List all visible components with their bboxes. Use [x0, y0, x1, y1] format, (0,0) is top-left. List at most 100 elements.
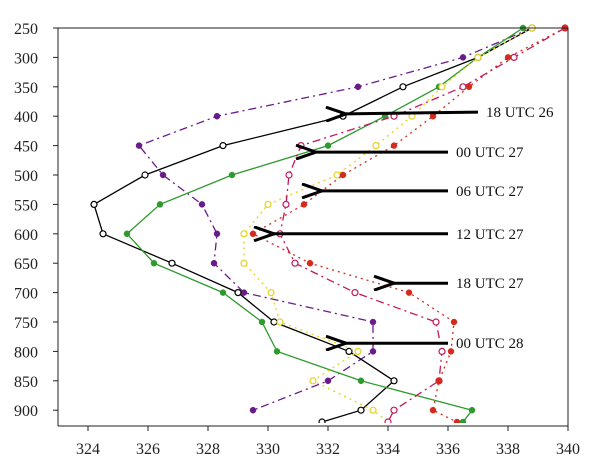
annotation-label-1: 00 UTC 27 — [456, 145, 524, 161]
data-point-3-12 — [309, 377, 317, 385]
data-point-2-5 — [228, 171, 236, 179]
y-tick-label-0: 250 — [14, 21, 38, 38]
x-tick-label-5: 334 — [376, 441, 400, 458]
data-point-0-1 — [459, 54, 467, 61]
annotation-layer: 18 UTC 26 00 UTC 27 06 UTC 27 12 UTC 27 18 U… — [274, 105, 554, 352]
x-tick-label-8: 340 — [556, 441, 580, 458]
data-point-2-11 — [273, 348, 281, 355]
data-point-2-13 — [468, 406, 476, 414]
data-point-4-8 — [291, 259, 299, 267]
annotation-5: 00 UTC 28 — [346, 336, 524, 352]
data-point-1-13 — [357, 406, 365, 414]
x-tick-label-6: 336 — [436, 441, 460, 458]
x-tick-label-0: 324 — [76, 441, 100, 458]
data-point-0-7 — [213, 230, 221, 238]
data-point-4-5 — [285, 171, 293, 179]
data-point-0-8 — [210, 259, 218, 267]
data-point-5-6 — [300, 201, 308, 208]
y-tick-label-9: 700 — [14, 286, 38, 303]
data-point-1-6 — [90, 200, 98, 208]
series-line-4 — [279, 27, 566, 423]
y-tick-label-2: 350 — [14, 80, 38, 97]
data-point-4-9 — [351, 289, 359, 297]
data-point-5-8 — [306, 259, 314, 267]
annotation-1: 00 UTC 27 — [316, 145, 524, 161]
data-point-3-2 — [438, 83, 446, 91]
data-point-1-12 — [390, 377, 398, 385]
data-point-1-9 — [234, 289, 242, 297]
data-point-5-11 — [447, 348, 455, 355]
y-tick-label-13: 900 — [14, 403, 38, 420]
data-point-4-1 — [510, 53, 518, 62]
data-point-5-13 — [429, 406, 437, 414]
data-point-0-13 — [249, 406, 257, 414]
data-point-5-10 — [450, 318, 458, 326]
data-point-5-12 — [435, 377, 443, 385]
annotation-label-4: 18 UTC 27 — [456, 276, 524, 292]
y-tick-label-10: 750 — [14, 315, 38, 332]
data-point-0-6 — [198, 201, 206, 208]
data-point-1-7 — [99, 230, 107, 238]
data-point-2-4 — [324, 142, 332, 149]
series-line-5 — [251, 27, 566, 423]
series-layer — [90, 24, 569, 426]
x-tick-label-4: 332 — [316, 441, 340, 458]
y-tick-label-6: 550 — [14, 197, 38, 214]
y-tick-label-4: 450 — [14, 139, 38, 156]
data-point-0-2 — [354, 83, 362, 91]
annotation-label-0: 18 UTC 26 — [486, 105, 554, 121]
data-point-4-6 — [282, 200, 290, 208]
series-line-0 — [137, 27, 533, 411]
data-point-3-9 — [267, 289, 275, 297]
data-point-2-10 — [258, 318, 266, 326]
data-point-3-11 — [354, 347, 362, 355]
data-point-4-2 — [459, 83, 467, 91]
data-point-3-13 — [369, 406, 377, 414]
annotation-0: 18 UTC 26 — [346, 105, 554, 121]
data-point-0-10 — [369, 318, 377, 326]
data-point-1-2 — [399, 83, 407, 91]
data-point-4-13 — [390, 406, 398, 414]
annotation-2: 06 UTC 27 — [322, 184, 524, 200]
data-point-1-10 — [270, 318, 278, 326]
x-tick-label-3: 330 — [256, 441, 280, 458]
y-tick-label-1: 300 — [14, 50, 38, 67]
axis-layer: 250 300 350 400 450 500 550 600 650 700 750 800 850 9… — [0, 21, 600, 470]
x-tick-label-2: 328 — [196, 441, 220, 458]
x-tick-label-1: 326 — [136, 441, 160, 458]
data-point-5-4 — [390, 142, 398, 149]
data-point-5-7 — [249, 230, 257, 238]
series-0 — [135, 24, 536, 414]
data-point-3-8 — [240, 259, 248, 267]
data-point-1-5 — [141, 171, 149, 179]
data-point-3-1 — [474, 53, 482, 62]
data-point-2-12 — [357, 377, 365, 385]
data-point-3-10 — [276, 318, 284, 326]
data-point-4-4 — [297, 142, 305, 150]
data-point-0-9 — [240, 289, 248, 296]
annotation-label-2: 06 UTC 27 — [456, 184, 524, 200]
y-tick-label-3: 400 — [14, 109, 38, 126]
data-point-2-7 — [123, 230, 131, 238]
annotation-label-3: 12 UTC 27 — [456, 227, 524, 243]
data-point-0-12 — [324, 377, 332, 385]
data-point-0-3 — [213, 112, 221, 120]
y-tick-label-8: 650 — [14, 256, 38, 273]
y-tick-label-7: 600 — [14, 227, 38, 244]
data-point-3-7 — [240, 230, 248, 238]
data-point-1-3 — [339, 112, 347, 120]
y-tick-label-12: 850 — [14, 374, 38, 391]
series-3 — [240, 24, 536, 426]
data-point-1-8 — [168, 259, 176, 267]
data-point-3-5 — [333, 171, 341, 179]
y-tick-label-5: 500 — [14, 168, 38, 185]
data-point-2-8 — [150, 259, 158, 267]
data-point-0-5 — [159, 171, 167, 179]
bottom-mask — [0, 423, 600, 470]
series-line-3 — [243, 27, 533, 423]
data-point-3-4 — [372, 142, 380, 150]
data-point-2-9 — [219, 289, 227, 296]
annotation-4: 18 UTC 27 — [394, 276, 524, 292]
y-tick-label-11: 800 — [14, 344, 38, 361]
